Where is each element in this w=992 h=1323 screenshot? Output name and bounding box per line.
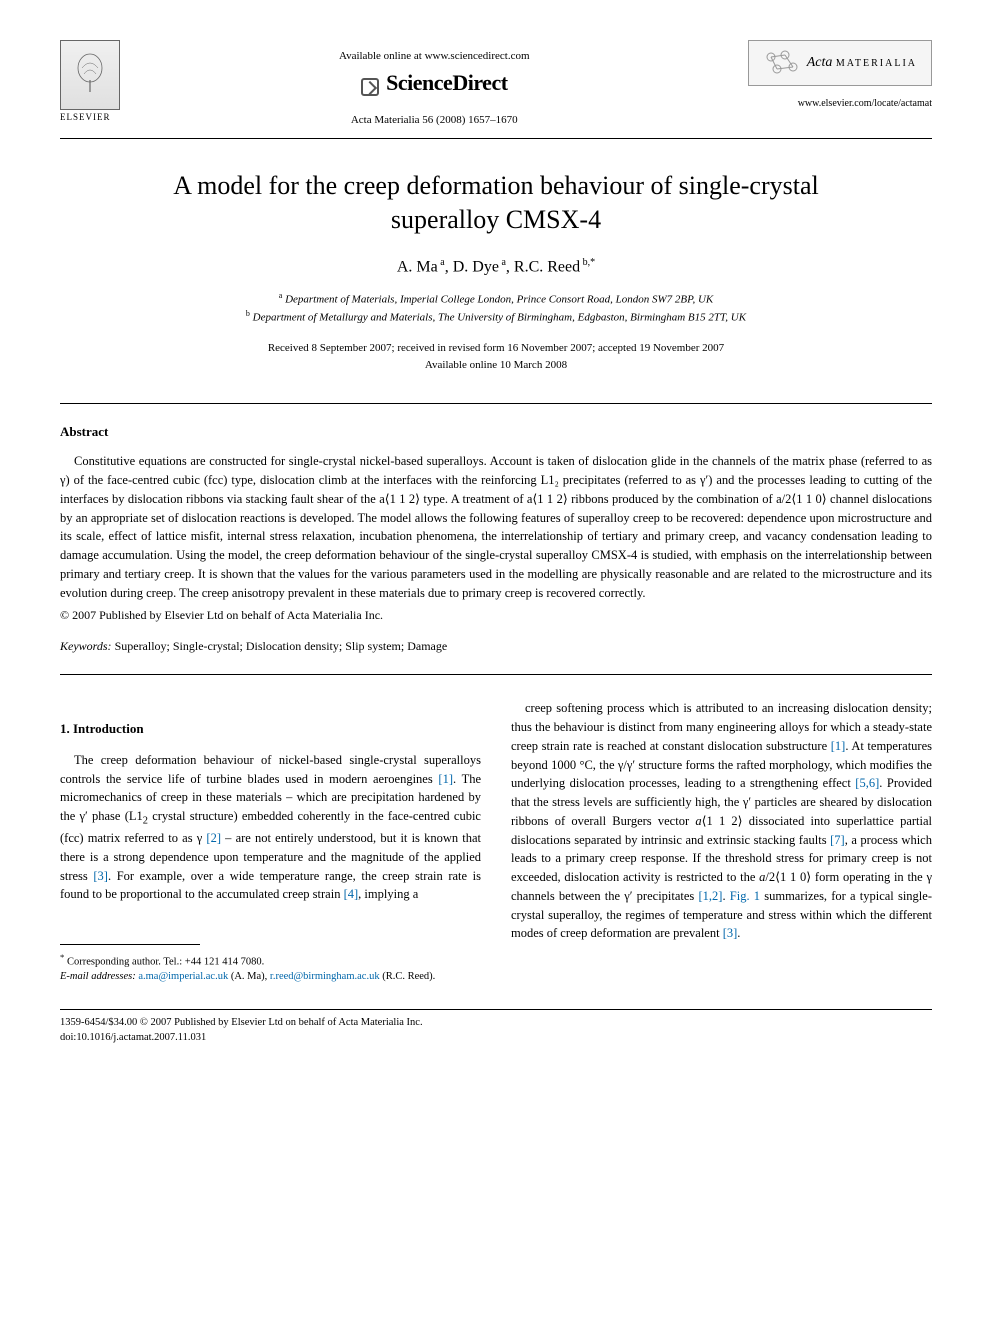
- journal-name: Acta: [807, 55, 833, 70]
- left-column: 1. Introduction The creep deformation be…: [60, 699, 481, 985]
- journal-logo: Acta MATERIALIA: [748, 40, 932, 86]
- body-columns: 1. Introduction The creep deformation be…: [60, 699, 932, 985]
- ref-link[interactable]: [4]: [344, 887, 359, 901]
- sciencedirect-logo: ScienceDirect: [120, 70, 748, 96]
- sciencedirect-icon: [361, 78, 379, 96]
- right-column: creep softening process which is attribu…: [511, 699, 932, 985]
- affiliations: a Department of Materials, Imperial Coll…: [60, 290, 932, 326]
- journal-reference: Acta Materialia 56 (2008) 1657–1670: [120, 114, 748, 126]
- email-link[interactable]: a.ma@imperial.ac.uk: [138, 971, 228, 982]
- header-center: Available online at www.sciencedirect.co…: [120, 40, 748, 126]
- abstract-heading: Abstract: [60, 424, 932, 440]
- available-online-text: Available online at www.sciencedirect.co…: [120, 50, 748, 62]
- received-date: Received 8 September 2007; received in r…: [60, 340, 932, 357]
- corresp-emails: E-mail addresses: a.ma@imperial.ac.uk (A…: [60, 970, 481, 985]
- keywords-label: Keywords:: [60, 639, 112, 653]
- abstract-copyright: © 2007 Published by Elsevier Ltd on beha…: [60, 608, 932, 623]
- publisher-name: ELSEVIER: [60, 112, 111, 122]
- corresponding-author-footnote: * Corresponding author. Tel.: +44 121 41…: [60, 951, 481, 985]
- footer-bar: 1359-6454/$34.00 © 2007 Published by Els…: [60, 1009, 932, 1045]
- email-name: (R.C. Reed).: [382, 971, 435, 982]
- abstract-text: Constitutive equations are constructed f…: [60, 452, 932, 602]
- article-title: A model for the creep deformation behavi…: [140, 169, 852, 237]
- intro-paragraph-1: The creep deformation behaviour of nicke…: [60, 751, 481, 904]
- journal-logo-block: Acta MATERIALIA www.elsevier.com/locate/…: [748, 40, 932, 109]
- email-name: (A. Ma),: [231, 971, 267, 982]
- journal-header: ELSEVIER Available online at www.science…: [60, 40, 932, 139]
- authors: A. Ma a, D. Dye a, R.C. Reed b,*: [60, 257, 932, 276]
- affiliation-b: b Department of Metallurgy and Materials…: [60, 308, 932, 326]
- ref-link[interactable]: [3]: [723, 926, 738, 940]
- journal-name-sub: MATERIALIA: [836, 58, 917, 69]
- ref-link[interactable]: [1,2]: [699, 889, 723, 903]
- divider: [60, 674, 932, 675]
- figure-link[interactable]: Fig. 1: [730, 889, 760, 903]
- journal-url: www.elsevier.com/locate/actamat: [798, 98, 932, 109]
- intro-heading: 1. Introduction: [60, 719, 481, 739]
- ref-link[interactable]: [1]: [831, 739, 846, 753]
- publisher-block: ELSEVIER: [60, 40, 120, 122]
- ref-link[interactable]: [5,6]: [855, 776, 879, 790]
- keywords-list: Superalloy; Single-crystal; Dislocation …: [115, 639, 448, 653]
- email-link[interactable]: r.reed@birmingham.ac.uk: [270, 971, 380, 982]
- ref-link[interactable]: [1]: [438, 772, 453, 786]
- ref-link[interactable]: [3]: [93, 869, 108, 883]
- sciencedirect-text: ScienceDirect: [386, 70, 507, 95]
- email-label: E-mail addresses:: [60, 971, 136, 982]
- ref-link[interactable]: [2]: [206, 831, 221, 845]
- footnote-divider: [60, 944, 200, 945]
- keywords: Keywords: Superalloy; Single-crystal; Di…: [60, 639, 932, 654]
- intro-paragraph-2: creep softening process which is attribu…: [511, 699, 932, 943]
- ref-link[interactable]: [7]: [830, 833, 845, 847]
- issn-copyright: 1359-6454/$34.00 © 2007 Published by Els…: [60, 1016, 932, 1031]
- doi: doi:10.1016/j.actamat.2007.11.031: [60, 1031, 932, 1046]
- article-dates: Received 8 September 2007; received in r…: [60, 340, 932, 373]
- divider: [60, 403, 932, 404]
- online-date: Available online 10 March 2008: [60, 357, 932, 374]
- affiliation-a: a Department of Materials, Imperial Coll…: [60, 290, 932, 308]
- elsevier-tree-icon: [60, 40, 120, 110]
- corresp-author-tel: * Corresponding author. Tel.: +44 121 41…: [60, 951, 481, 970]
